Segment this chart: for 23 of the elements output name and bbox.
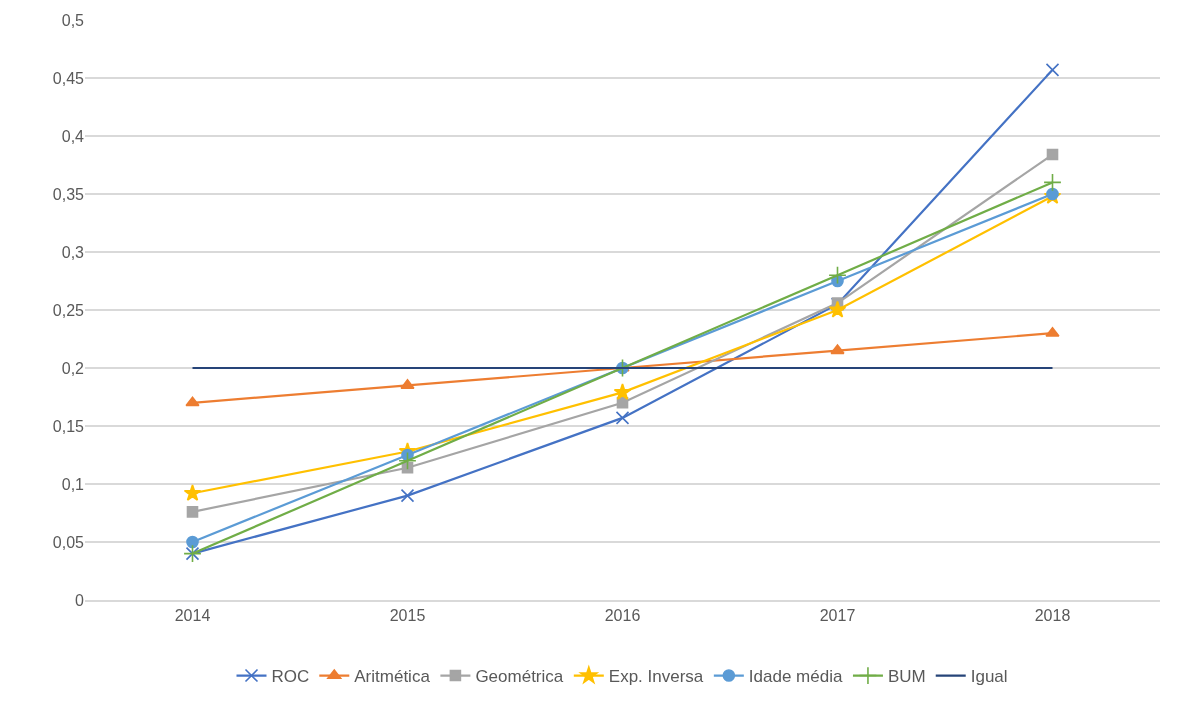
y-tick-label: 0,5 bbox=[61, 11, 85, 29]
y-tick-label: 0,3 bbox=[61, 243, 85, 261]
y-tick-label: 0 bbox=[75, 591, 85, 609]
x-tick-label: 2015 bbox=[389, 606, 426, 624]
legend-label: ROC bbox=[271, 667, 310, 687]
x-tick-label: 2016 bbox=[604, 606, 641, 624]
x-tick-label: 2014 bbox=[174, 606, 211, 624]
legend-label: Igual bbox=[970, 667, 1008, 687]
y-tick-label: 0,2 bbox=[61, 359, 85, 377]
y-tick-label: 0,45 bbox=[52, 69, 85, 87]
y-tick-label: 0,4 bbox=[61, 127, 85, 145]
legend-label: Geométrica bbox=[475, 667, 564, 687]
legend-label: BUM bbox=[887, 667, 926, 687]
legend-label: Idade média bbox=[748, 667, 843, 687]
legend-label: Exp. Inversa bbox=[608, 667, 704, 687]
y-tick-label: 0,25 bbox=[52, 301, 85, 319]
x-tick-label: 2018 bbox=[1034, 606, 1071, 624]
y-tick-label: 0,05 bbox=[52, 533, 85, 551]
y-tick-label: 0,1 bbox=[61, 475, 85, 493]
y-tick-label: 0,35 bbox=[52, 185, 85, 203]
legend-label: Aritmética bbox=[354, 667, 431, 687]
x-tick-label: 2017 bbox=[819, 606, 856, 624]
y-tick-label: 0,15 bbox=[52, 417, 85, 435]
